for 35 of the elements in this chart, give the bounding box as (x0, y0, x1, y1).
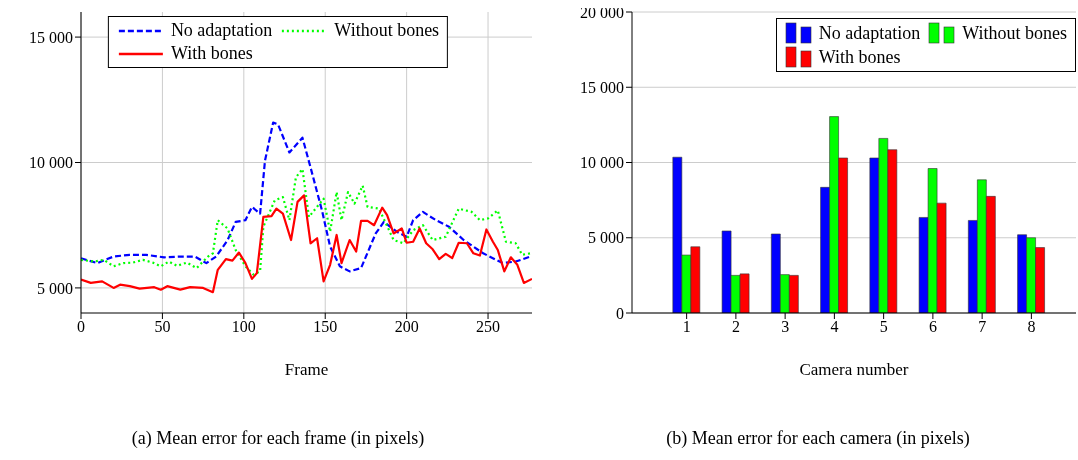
y-tick-label: 15 000 (580, 78, 624, 96)
y-tick-label: 5 000 (37, 279, 73, 297)
x-tick-label: 3 (781, 318, 790, 336)
legend-label: With bones (170, 43, 253, 64)
text: (b) Mean error for each camera (in pixels) (665, 428, 971, 449)
y-tick-label: 5 000 (588, 229, 624, 247)
text: (a) Mean error for each frame (in pixels) (130, 428, 426, 449)
x-tick-label: 1 (682, 318, 691, 336)
x-tick-label: 2 (731, 318, 740, 336)
x-tick-label: 7 (978, 318, 987, 336)
x-tick-label: 50 (154, 318, 171, 336)
line-series (81, 167, 532, 276)
line-series (81, 194, 532, 294)
legend-label: Without bones (962, 22, 1067, 44)
y-tick-label: 15 000 (29, 28, 73, 46)
x-tick-label: 8 (1027, 318, 1036, 336)
legend-label: Without bones (334, 20, 440, 41)
y-tick-label: 10 000 (580, 154, 624, 172)
x-tick-label: 4 (830, 318, 839, 336)
x-axis-title: Frame (283, 360, 330, 380)
legend-label: With bones (818, 46, 901, 68)
legend-label: No adaptation (818, 22, 921, 44)
x-tick-label: 200 (394, 318, 419, 336)
y-tick-label: 10 000 (29, 154, 73, 172)
x-axis-title: Camera number (798, 360, 910, 380)
x-tick-label: 150 (313, 318, 338, 336)
x-tick-label: 6 (928, 318, 937, 336)
y-tick-label: 0 (616, 304, 624, 322)
line-series (81, 121, 532, 273)
x-tick-label: 250 (476, 318, 501, 336)
legend-label: No adaptation (170, 20, 273, 41)
y-tick-label: 20 000 (580, 3, 624, 21)
x-tick-label: 5 (879, 318, 888, 336)
x-tick-label: 0 (77, 318, 85, 336)
x-tick-label: 100 (231, 318, 256, 336)
